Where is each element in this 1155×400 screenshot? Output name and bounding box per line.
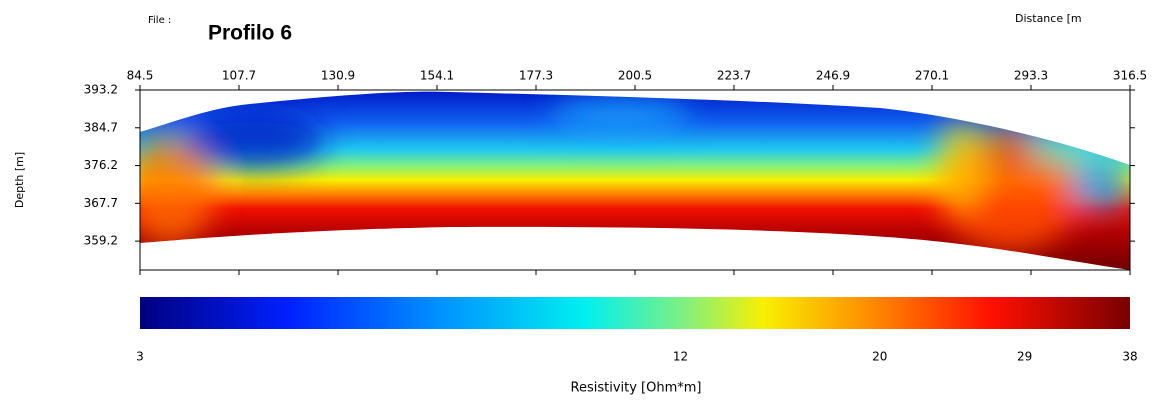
x-tick-label: 293.3 xyxy=(1014,69,1048,83)
colorbar-tick-label: 38 xyxy=(1122,350,1137,364)
resistivity-section xyxy=(140,91,1130,270)
y-tick-label: 367.7 xyxy=(84,196,118,210)
y-tick-label: 384.7 xyxy=(84,120,118,134)
x-tick-label: 316.5 xyxy=(1113,69,1147,83)
colorbar-tick-label: 20 xyxy=(872,350,887,364)
colorbar xyxy=(140,297,1130,329)
colorbar-tick-label: 12 xyxy=(673,350,688,364)
x-tick-label: 84.5 xyxy=(127,69,154,83)
x-tick-label: 246.9 xyxy=(816,69,850,83)
x-tick-label: 107.7 xyxy=(222,69,256,83)
x-axis-label: Distance [m xyxy=(1015,12,1082,25)
x-tick-label: 223.7 xyxy=(717,69,751,83)
x-tick-label: 130.9 xyxy=(321,69,355,83)
colorbar-tick-label: 29 xyxy=(1017,350,1032,364)
y-tick-label: 359.2 xyxy=(84,234,118,248)
y-tick-label: 393.2 xyxy=(84,83,118,97)
x-tick-label: 200.5 xyxy=(618,69,652,83)
x-tick-label: 154.1 xyxy=(420,69,454,83)
file-label: File : xyxy=(148,15,171,26)
colorbar-tick-label: 3 xyxy=(136,350,144,364)
y-axis-label: Depth [m] xyxy=(13,152,26,208)
colorbar-label: Resistivity [Ohm*m] xyxy=(571,381,702,396)
x-tick-label: 270.1 xyxy=(915,69,949,83)
chart-title: Profilo 6 xyxy=(208,22,292,45)
y-tick-label: 376.2 xyxy=(84,158,118,172)
x-tick-label: 177.3 xyxy=(519,69,553,83)
